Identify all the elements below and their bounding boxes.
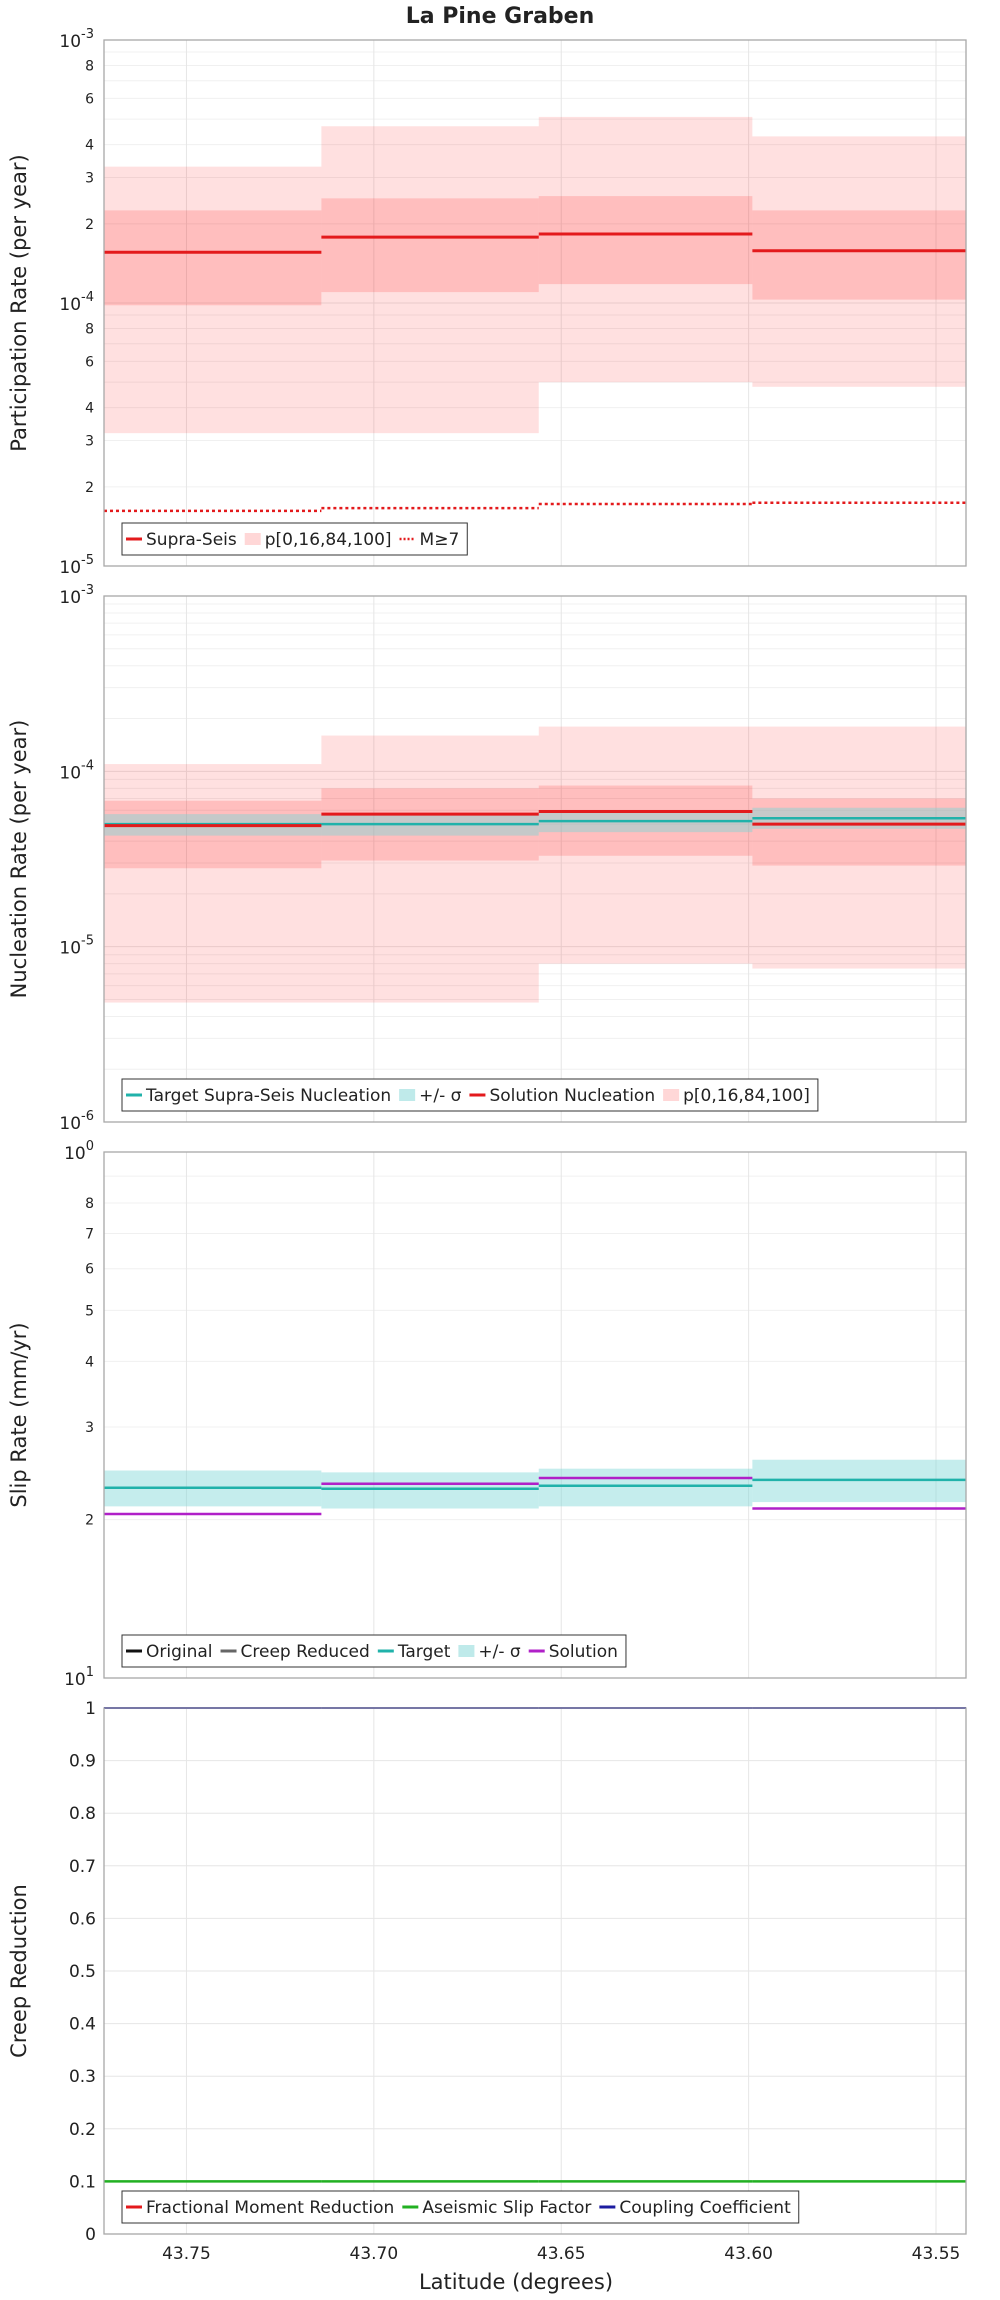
legend: Target Supra-Seis Nucleation +/- σ Solutio… <box>121 1078 819 1112</box>
uncertainty-band <box>321 1472 539 1509</box>
y-tick-label: 0.9 <box>69 1752 96 1772</box>
x-tick-label: 43.70 <box>350 2244 399 2264</box>
y-tick-label: 10-3 <box>59 27 94 52</box>
y-tick-label: 10-4 <box>59 758 94 783</box>
y-minor-tick-label: 2 <box>85 480 94 496</box>
x-tick-label: 43.55 <box>912 2244 961 2264</box>
y-minor-tick-label: 7 <box>85 1226 94 1242</box>
uncertainty-band <box>538 726 753 964</box>
uncertainty-band <box>752 798 966 866</box>
uncertainty-band <box>104 166 322 434</box>
y-tick-label: 0.5 <box>69 1962 96 1982</box>
legend-box <box>121 2190 800 2224</box>
uncertainty-band <box>104 764 322 1003</box>
uncertainty-band <box>752 210 966 300</box>
x-tick-label: 43.65 <box>537 2244 586 2264</box>
legend-label: Target <box>397 1642 451 1662</box>
panel-3: 101 100 2 3 4 5 6 7 8 Slip Rate (mm/yr) Original Cr… <box>7 1139 967 1690</box>
legend-swatch <box>663 1089 680 1101</box>
panel-4: 0 0.1 0.2 0.3 0.4 0.5 0.6 0.7 0.8 0.9 1 Creep Reduc… <box>7 1699 967 2264</box>
y-minor-tick-label: 3 <box>85 434 94 450</box>
legend-label: Target Supra-Seis Nucleation <box>145 1086 391 1106</box>
legend-label: Aseismic Slip Factor <box>422 2198 591 2218</box>
legend: Original Creep Reduced Target +/- σ Solution <box>121 1634 627 1668</box>
legend-label: Original <box>146 1642 213 1662</box>
uncertainty-band <box>752 136 966 387</box>
uncertainty-band <box>752 726 966 969</box>
y-tick-label: 0.8 <box>69 1804 96 1824</box>
plot-frame <box>103 1151 967 1679</box>
y-minor-tick-label: 8 <box>85 1196 94 1212</box>
legend-label: Supra-Seis <box>146 530 237 550</box>
y-minor-tick-label: 5 <box>85 1303 94 1319</box>
uncertainty-band <box>321 198 539 293</box>
legend-label: +/- σ <box>419 1086 462 1106</box>
uncertainty-band <box>104 210 322 306</box>
y-tick-label: 101 <box>64 1665 94 1690</box>
y-minor-tick-label: 6 <box>85 1262 94 1278</box>
y-tick-label: 0 <box>85 2225 96 2245</box>
legend-swatch <box>399 1089 416 1101</box>
uncertainty-band <box>538 116 753 383</box>
uncertainty-band <box>321 126 539 434</box>
legend-swatch <box>458 1645 475 1657</box>
y-minor-tick-label: 6 <box>85 354 94 370</box>
y-tick-label: 0.4 <box>69 2015 96 2035</box>
legend-label: Solution <box>549 1642 618 1662</box>
legend-label: +/- σ <box>478 1642 521 1662</box>
y-axis-label: Nucleation Rate (per year) <box>7 720 31 999</box>
chart-title: La Pine Graben <box>406 4 595 29</box>
y-tick-label: 100 <box>64 1139 94 1164</box>
x-tick-label: 43.60 <box>724 2244 773 2264</box>
y-minor-tick-label: 2 <box>85 1513 94 1529</box>
y-axis-label: Creep Reduction <box>7 1884 31 2058</box>
y-minor-tick-label: 3 <box>85 171 94 187</box>
y-tick-label: 0.6 <box>69 1909 96 1929</box>
legend-label: Fractional Moment Reduction <box>146 2198 394 2218</box>
y-minor-tick-label: 8 <box>85 58 94 74</box>
plot-frame <box>103 1707 967 2235</box>
legend: Fractional Moment Reduction Aseismic Slip… <box>121 2190 800 2224</box>
y-axis-label: Participation Rate (per year) <box>7 154 31 451</box>
x-tick-label: 43.75 <box>162 2244 211 2264</box>
y-tick-label: 10-5 <box>59 553 94 578</box>
y-tick-label: 0.2 <box>69 2120 96 2140</box>
legend-swatch <box>244 533 261 545</box>
y-tick-label: 0.7 <box>69 1857 96 1877</box>
legend: Supra-Seis p[0,16,84,100] M≥7 <box>121 522 468 556</box>
panel-2: 10-6 10-5 10-4 10-3 Nucleation Rate (per yea… <box>7 583 967 1134</box>
y-tick-label: 0.1 <box>69 2172 96 2192</box>
y-minor-tick-label: 4 <box>85 138 94 154</box>
legend-label: p[0,16,84,100] <box>683 1086 810 1106</box>
uncertainty-band <box>538 1468 753 1507</box>
legend-label: Creep Reduced <box>241 1642 370 1662</box>
y-minor-tick-label: 2 <box>85 217 94 233</box>
legend-box <box>121 522 468 556</box>
y-tick-label: 10-3 <box>59 583 94 608</box>
panel-1: 10-5 10-4 10-3 2 3 4 6 8 2 3 4 6 8 Participation Rate… <box>7 27 967 578</box>
y-tick-label: 1 <box>85 1699 96 1719</box>
y-minor-tick-label: 8 <box>85 321 94 337</box>
y-axis-label: Slip Rate (mm/yr) <box>7 1322 31 1507</box>
y-minor-tick-label: 3 <box>85 1420 94 1436</box>
x-axis-label: Latitude (degrees) <box>419 2270 613 2294</box>
uncertainty-band <box>104 800 322 869</box>
plot-frame <box>103 39 967 567</box>
y-minor-tick-label: 4 <box>85 401 94 417</box>
y-tick-label: 10-4 <box>59 290 94 315</box>
y-tick-label: 10-6 <box>59 1109 94 1134</box>
plot-frame <box>103 595 967 1123</box>
y-tick-label: 0.3 <box>69 2067 96 2087</box>
legend-label: Solution Nucleation <box>489 1086 655 1106</box>
legend-label: p[0,16,84,100] <box>265 530 392 550</box>
uncertainty-band <box>321 735 539 1003</box>
legend-label: Coupling Coefficient <box>619 2198 791 2218</box>
y-minor-tick-label: 4 <box>85 1354 94 1370</box>
y-tick-label: 10-5 <box>59 934 94 959</box>
legend-label: M≥7 <box>420 530 460 550</box>
uncertainty-band <box>538 196 753 285</box>
y-minor-tick-label: 6 <box>85 91 94 107</box>
